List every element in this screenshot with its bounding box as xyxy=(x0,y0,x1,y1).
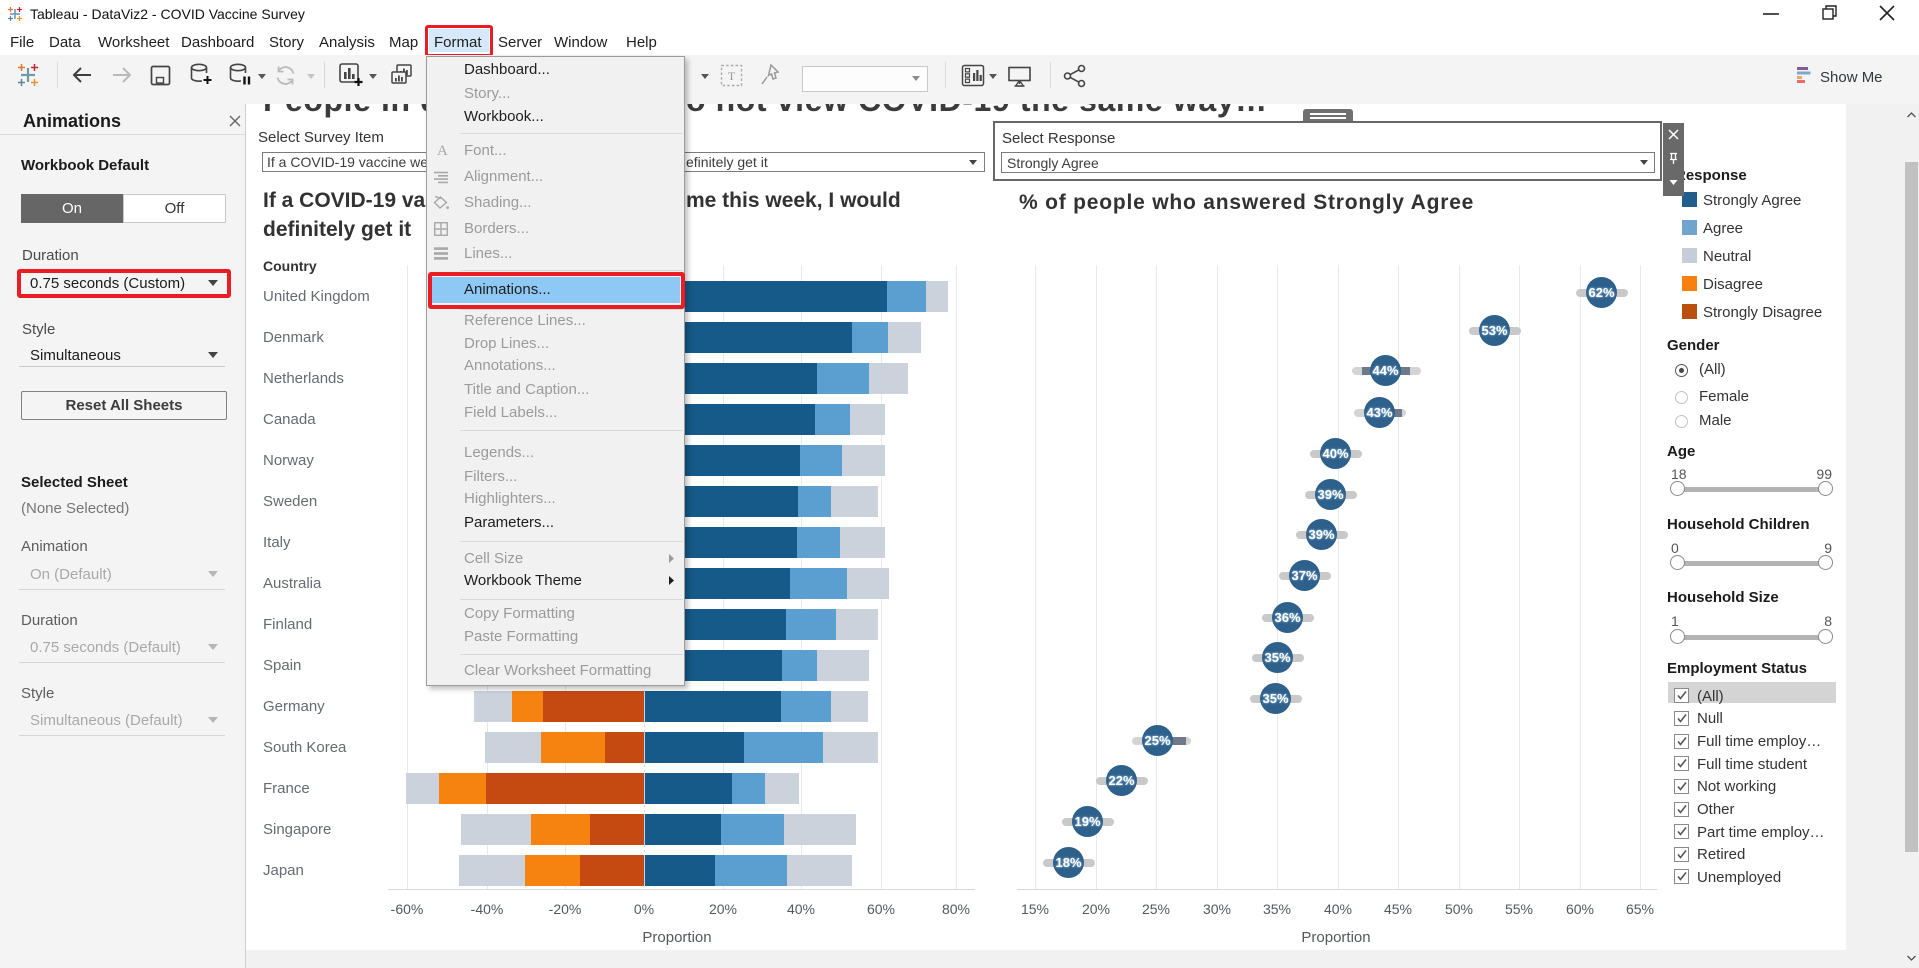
svg-text:T: T xyxy=(728,69,736,83)
